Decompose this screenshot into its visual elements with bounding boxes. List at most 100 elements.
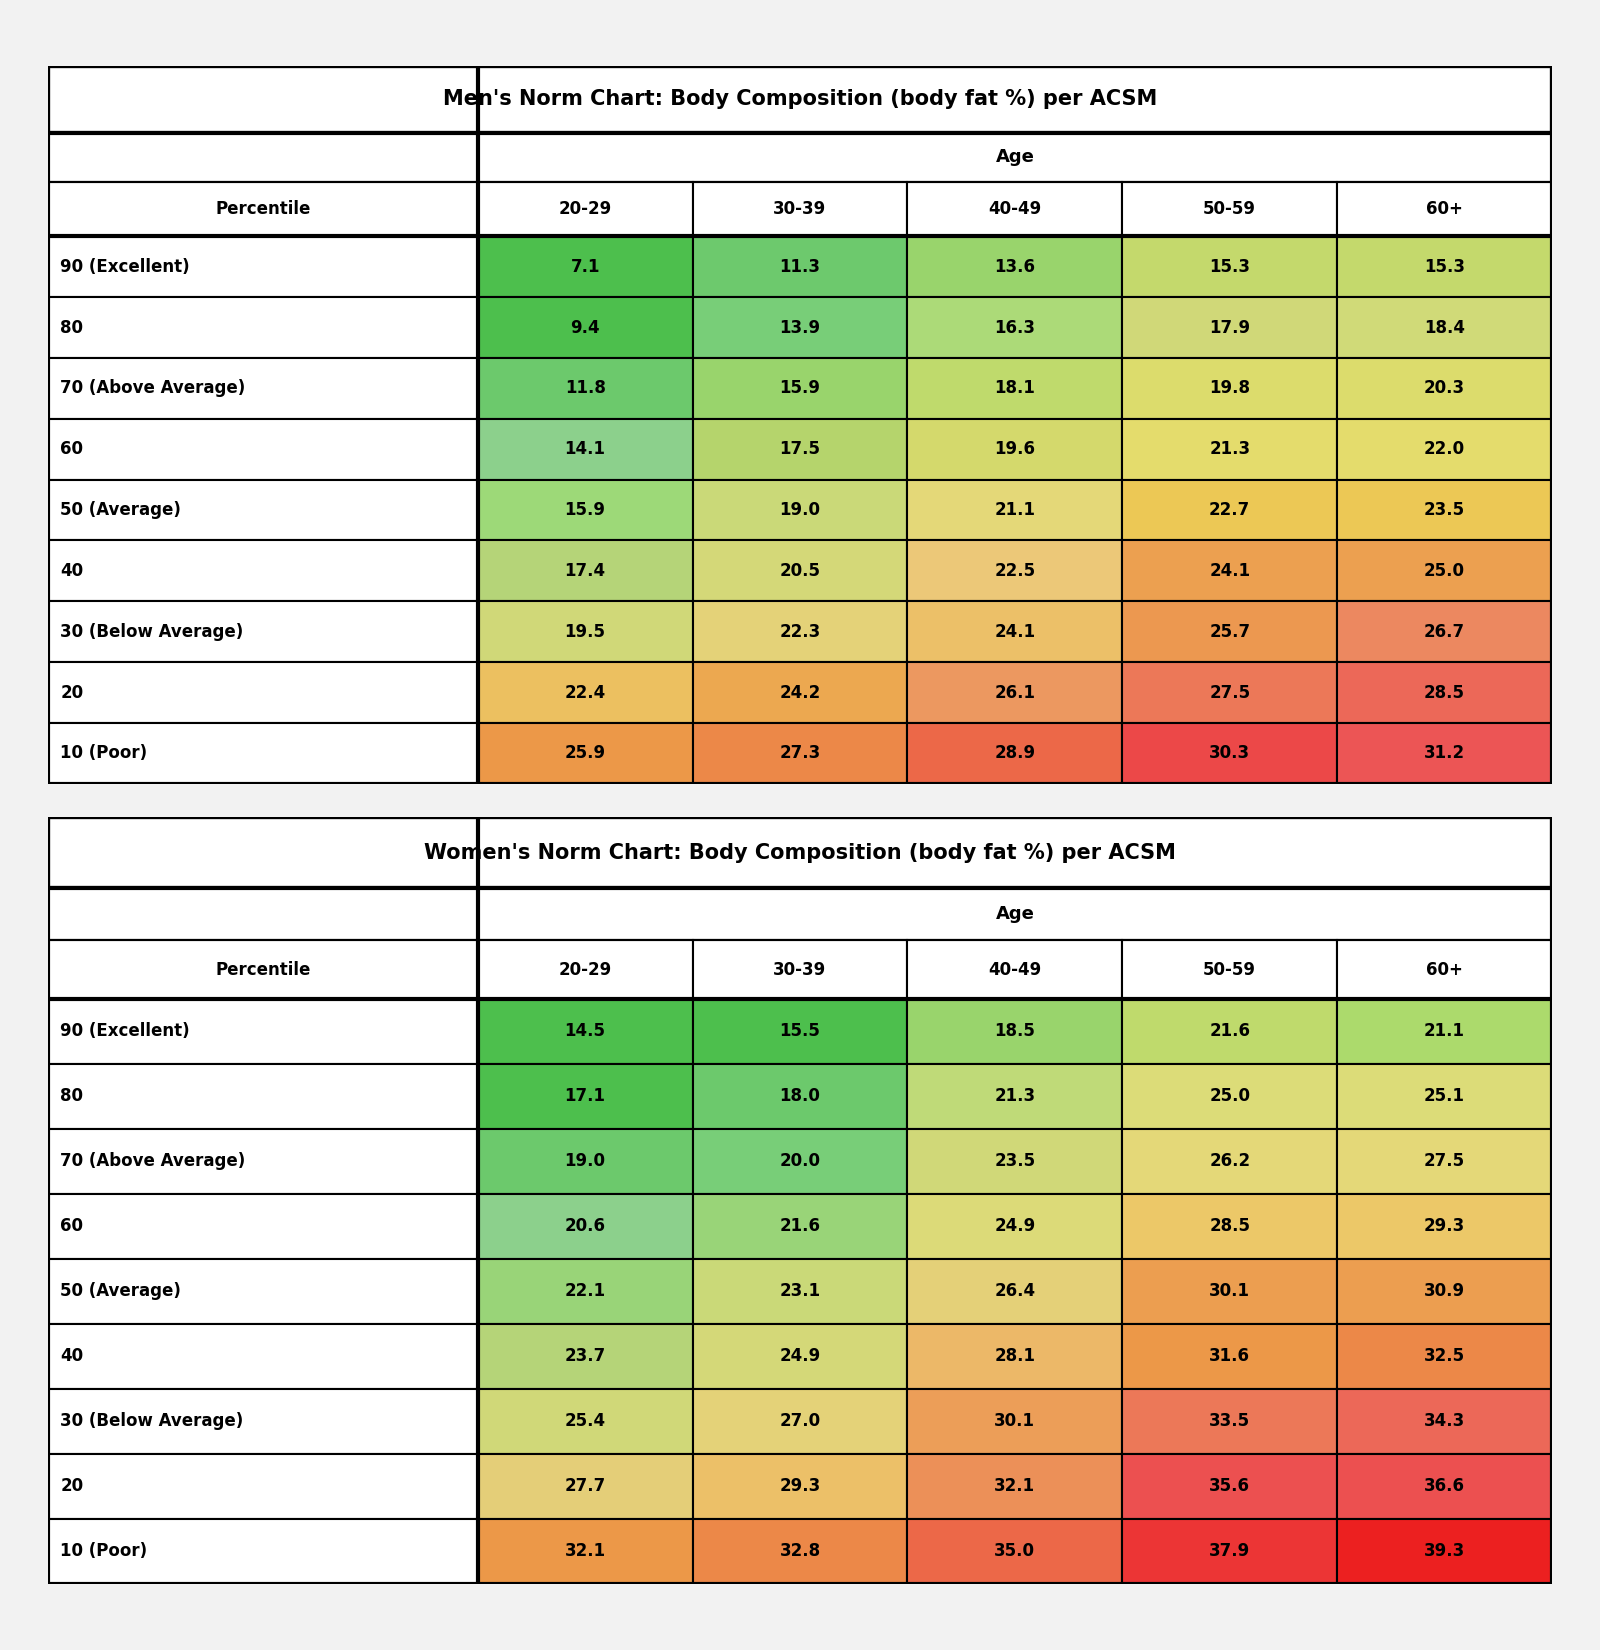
Bar	[1338, 419, 1552, 480]
Bar	[907, 601, 1122, 662]
Text: 40: 40	[61, 1348, 83, 1366]
Bar	[48, 182, 478, 236]
Text: 10 (Poor): 10 (Poor)	[61, 744, 147, 762]
Bar	[907, 1064, 1122, 1129]
Bar	[907, 1323, 1122, 1389]
Text: 11.3: 11.3	[779, 257, 821, 276]
Text: 21.3: 21.3	[1210, 441, 1250, 459]
Text: 26.2: 26.2	[1210, 1152, 1250, 1170]
Text: 27.5: 27.5	[1210, 683, 1250, 701]
Bar	[48, 1195, 478, 1259]
Text: 80: 80	[61, 318, 83, 337]
Text: 40: 40	[61, 563, 83, 579]
Bar	[1122, 1454, 1338, 1520]
Bar	[478, 662, 693, 723]
Text: 32.1: 32.1	[994, 1477, 1035, 1495]
Bar	[48, 723, 478, 784]
Text: 30.9: 30.9	[1424, 1282, 1466, 1300]
Bar	[478, 541, 693, 601]
Text: Percentile: Percentile	[214, 200, 310, 218]
Text: 25.0: 25.0	[1424, 563, 1466, 579]
Bar	[478, 358, 693, 419]
Bar	[478, 998, 693, 1064]
Bar	[907, 1129, 1122, 1195]
Text: 15.9: 15.9	[565, 502, 606, 520]
Text: 90 (Excellent): 90 (Excellent)	[61, 1023, 190, 1040]
Text: 29.3: 29.3	[1424, 1218, 1466, 1236]
Text: Percentile: Percentile	[214, 960, 310, 978]
Text: 22.4: 22.4	[565, 683, 606, 701]
Bar	[693, 419, 907, 480]
Text: 23.1: 23.1	[779, 1282, 821, 1300]
Text: 23.7: 23.7	[565, 1348, 606, 1366]
Text: 34.3: 34.3	[1424, 1412, 1466, 1431]
Text: Age: Age	[995, 148, 1034, 167]
Bar	[478, 1323, 693, 1389]
Bar	[693, 480, 907, 541]
Text: 17.9: 17.9	[1210, 318, 1250, 337]
Bar	[693, 182, 907, 236]
Text: 14.5: 14.5	[565, 1023, 606, 1040]
Bar	[1338, 723, 1552, 784]
Text: 30.1: 30.1	[994, 1412, 1035, 1431]
Bar	[1338, 662, 1552, 723]
Bar	[48, 1389, 478, 1454]
Text: 23.5: 23.5	[994, 1152, 1035, 1170]
Bar	[478, 480, 693, 541]
Bar	[1338, 1389, 1552, 1454]
Text: 28.9: 28.9	[994, 744, 1035, 762]
Bar	[907, 723, 1122, 784]
Text: Age: Age	[995, 906, 1034, 924]
Text: 24.1: 24.1	[1210, 563, 1250, 579]
Text: 31.6: 31.6	[1210, 1348, 1250, 1366]
Bar	[907, 419, 1122, 480]
Text: 15.5: 15.5	[779, 1023, 821, 1040]
Bar	[1122, 541, 1338, 601]
Bar	[693, 1454, 907, 1520]
Bar	[907, 1259, 1122, 1323]
Text: 30-39: 30-39	[773, 200, 827, 218]
Bar	[907, 297, 1122, 358]
Text: 25.7: 25.7	[1210, 622, 1250, 640]
Text: 20.5: 20.5	[779, 563, 821, 579]
Text: 31.2: 31.2	[1424, 744, 1466, 762]
Text: Women's Norm Chart: Body Composition (body fat %) per ACSM: Women's Norm Chart: Body Composition (bo…	[424, 843, 1176, 863]
Text: 18.1: 18.1	[995, 380, 1035, 398]
Bar	[907, 182, 1122, 236]
Bar	[48, 297, 478, 358]
Bar	[1122, 1389, 1338, 1454]
Bar	[1122, 662, 1338, 723]
Bar	[48, 419, 478, 480]
Bar	[693, 723, 907, 784]
Text: 14.1: 14.1	[565, 441, 606, 459]
Text: 32.8: 32.8	[779, 1543, 821, 1561]
Text: 20: 20	[61, 683, 83, 701]
Text: 15.3: 15.3	[1210, 257, 1250, 276]
Bar	[48, 480, 478, 541]
Bar	[1338, 1259, 1552, 1323]
Text: 40-49: 40-49	[989, 960, 1042, 978]
Bar	[1338, 297, 1552, 358]
Bar	[1338, 1323, 1552, 1389]
Bar	[1122, 297, 1338, 358]
Bar	[693, 998, 907, 1064]
Bar	[48, 1454, 478, 1520]
Bar	[1338, 940, 1552, 998]
Text: 25.4: 25.4	[565, 1412, 606, 1431]
Bar	[478, 601, 693, 662]
Text: 20.3: 20.3	[1424, 380, 1466, 398]
Bar	[48, 940, 478, 998]
Text: 21.6: 21.6	[1210, 1023, 1250, 1040]
Bar	[693, 662, 907, 723]
Bar	[907, 940, 1122, 998]
Text: 24.2: 24.2	[779, 683, 821, 701]
Text: 21.1: 21.1	[1424, 1023, 1466, 1040]
Text: 27.7: 27.7	[565, 1477, 606, 1495]
Bar	[907, 358, 1122, 419]
Text: 35.6: 35.6	[1210, 1477, 1250, 1495]
Bar	[48, 888, 478, 940]
Text: 13.9: 13.9	[779, 318, 821, 337]
Text: 22.0: 22.0	[1424, 441, 1466, 459]
Bar	[48, 1129, 478, 1195]
Bar	[478, 419, 693, 480]
